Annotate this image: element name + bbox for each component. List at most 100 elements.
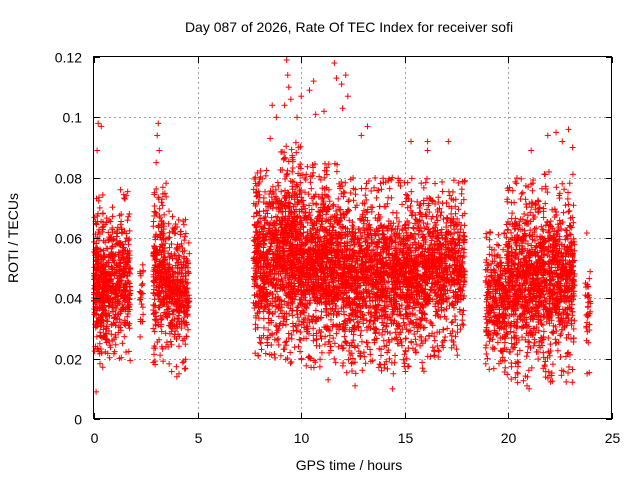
data-point <box>335 195 342 202</box>
data-point <box>284 167 291 174</box>
data-point <box>408 339 415 346</box>
data-point <box>275 335 282 342</box>
data-point <box>107 218 114 225</box>
data-point <box>281 346 288 353</box>
data-point <box>390 370 397 377</box>
data-point <box>362 360 369 367</box>
data-point <box>329 202 336 209</box>
data-point <box>357 353 364 360</box>
data-point <box>151 358 158 365</box>
data-point <box>341 333 348 340</box>
data-point <box>274 179 281 186</box>
data-point <box>378 186 385 193</box>
data-point <box>332 359 339 366</box>
data-point <box>99 191 106 198</box>
data-point <box>313 200 320 207</box>
data-point <box>91 214 98 221</box>
data-point <box>91 306 98 313</box>
data-point <box>121 333 128 340</box>
data-point <box>378 367 385 374</box>
data-point <box>94 210 101 217</box>
data-point <box>280 155 287 162</box>
data-point <box>358 338 365 345</box>
data-point <box>405 345 412 352</box>
data-point <box>95 276 102 283</box>
data-point <box>287 349 294 356</box>
data-point <box>345 198 352 205</box>
data-point <box>93 221 100 228</box>
data-point <box>91 348 98 355</box>
data-point <box>99 210 106 217</box>
data-point <box>282 339 289 346</box>
data-point <box>151 203 158 210</box>
data-point <box>364 343 371 350</box>
data-point <box>368 187 375 194</box>
data-point <box>294 304 301 311</box>
data-point <box>340 360 347 367</box>
data-point <box>264 336 271 343</box>
data-point <box>419 359 426 366</box>
data-point <box>293 149 300 156</box>
data-point <box>308 185 315 192</box>
data-point <box>139 280 146 287</box>
data-point <box>402 335 409 342</box>
data-point <box>313 336 320 343</box>
data-point <box>408 175 415 182</box>
data-point <box>185 239 192 246</box>
data-point <box>257 339 264 346</box>
data-point <box>118 211 125 218</box>
data-point <box>185 326 192 333</box>
data-point <box>402 347 409 354</box>
data-point <box>455 206 462 213</box>
data-point <box>343 369 350 376</box>
data-point <box>126 227 133 234</box>
data-point <box>358 185 365 192</box>
data-point <box>116 212 123 219</box>
data-point <box>384 365 391 372</box>
data-point <box>151 351 158 358</box>
data-point <box>99 364 106 371</box>
data-point <box>180 221 187 228</box>
data-point <box>175 216 182 223</box>
data-point <box>287 360 294 367</box>
data-point <box>342 179 349 186</box>
data-point <box>125 213 132 220</box>
data-point <box>317 356 324 363</box>
data-point <box>95 315 102 322</box>
data-point <box>373 194 380 201</box>
data-point <box>163 180 170 187</box>
data-point <box>377 180 384 187</box>
data-point <box>401 363 408 370</box>
data-point <box>297 337 304 344</box>
data-point <box>407 327 414 334</box>
data-point <box>167 338 174 345</box>
data-point <box>126 210 133 217</box>
data-point <box>395 223 402 230</box>
data-point <box>385 194 392 201</box>
data-point <box>106 354 113 361</box>
data-point <box>118 225 125 232</box>
data-point <box>96 204 103 211</box>
data-point <box>91 274 98 281</box>
data-point <box>342 339 349 346</box>
data-point <box>156 205 163 212</box>
data-point <box>318 349 325 356</box>
data-point <box>102 239 109 246</box>
data-point <box>377 352 384 359</box>
data-point <box>331 340 338 347</box>
data-point <box>393 209 400 216</box>
data-point <box>271 354 278 361</box>
data-point <box>391 352 398 359</box>
data-point <box>372 174 379 181</box>
data-point <box>356 226 363 233</box>
data-point <box>358 327 365 334</box>
data-point <box>380 337 387 344</box>
data-point <box>159 202 166 209</box>
data-point <box>258 346 265 353</box>
data-point <box>333 330 340 337</box>
data-point <box>310 325 317 332</box>
data-point <box>93 286 100 293</box>
data-point <box>291 344 298 351</box>
data-point <box>348 360 355 367</box>
